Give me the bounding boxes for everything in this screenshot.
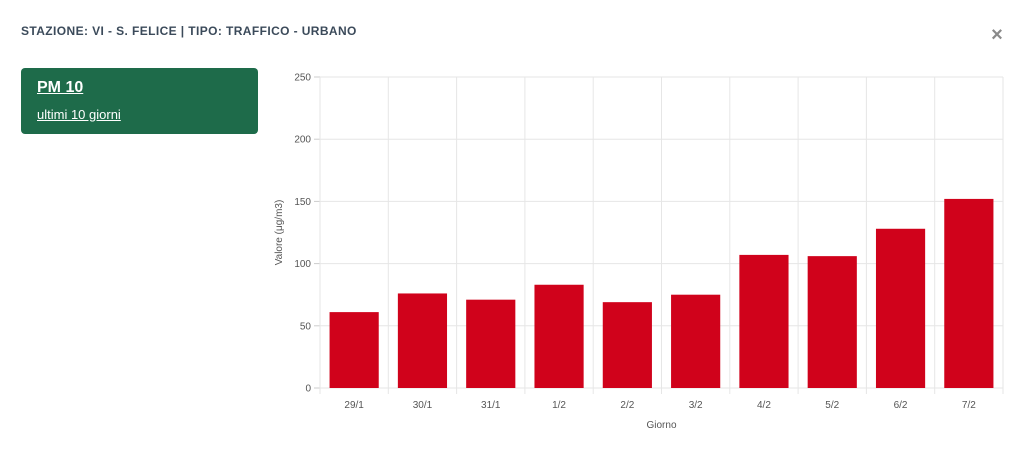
x-tick-label: 3/2	[689, 400, 703, 411]
x-tick-label: 7/2	[962, 400, 976, 411]
period-link[interactable]: ultimi 10 giorni	[37, 107, 121, 122]
y-tick-label: 100	[294, 259, 311, 270]
x-tick-label: 5/2	[825, 400, 839, 411]
y-axis-title: Valore (μg/m3)	[274, 200, 285, 266]
bar-30-1	[397, 293, 448, 388]
bar-chart: 0 50 100 150 200 250 29/1 30/1 31/1 1/2 2/2 3/2 4/2 5…	[274, 73, 1004, 431]
y-tick-label: 0	[305, 384, 311, 395]
y-tick-label: 150	[294, 197, 311, 208]
bar-5-2	[807, 256, 857, 388]
bar-31-1	[466, 299, 516, 388]
bar-2-2	[602, 302, 652, 388]
y-tick-label: 250	[294, 73, 311, 84]
x-tick-label: 1/2	[552, 400, 566, 411]
pollutant-card[interactable]: PM 10 ultimi 10 giorni	[21, 68, 258, 134]
y-tick-label: 50	[300, 321, 312, 332]
x-tick-label: 2/2	[620, 400, 634, 411]
x-tick-label: 4/2	[757, 400, 771, 411]
x-tick-label: 6/2	[894, 400, 908, 411]
x-tick-label: 31/1	[481, 400, 501, 411]
close-icon[interactable]: ×	[991, 24, 1003, 46]
x-tick-label: 30/1	[413, 400, 433, 411]
pollutant-name-link[interactable]: PM 10	[37, 79, 84, 96]
station-title: STAZIONE: VI - S. FELICE | TIPO: TRAFFIC…	[21, 24, 357, 38]
bar-6-2	[875, 228, 926, 388]
bar-4-2	[739, 254, 789, 388]
bar-7-2	[944, 198, 994, 388]
bar-29-1	[329, 312, 379, 388]
bar-3-2	[671, 294, 721, 388]
x-axis-title: Giorno	[646, 420, 676, 431]
x-tick-label: 29/1	[344, 400, 364, 411]
y-tick-label: 200	[294, 135, 311, 146]
bar-1-2	[534, 284, 584, 388]
